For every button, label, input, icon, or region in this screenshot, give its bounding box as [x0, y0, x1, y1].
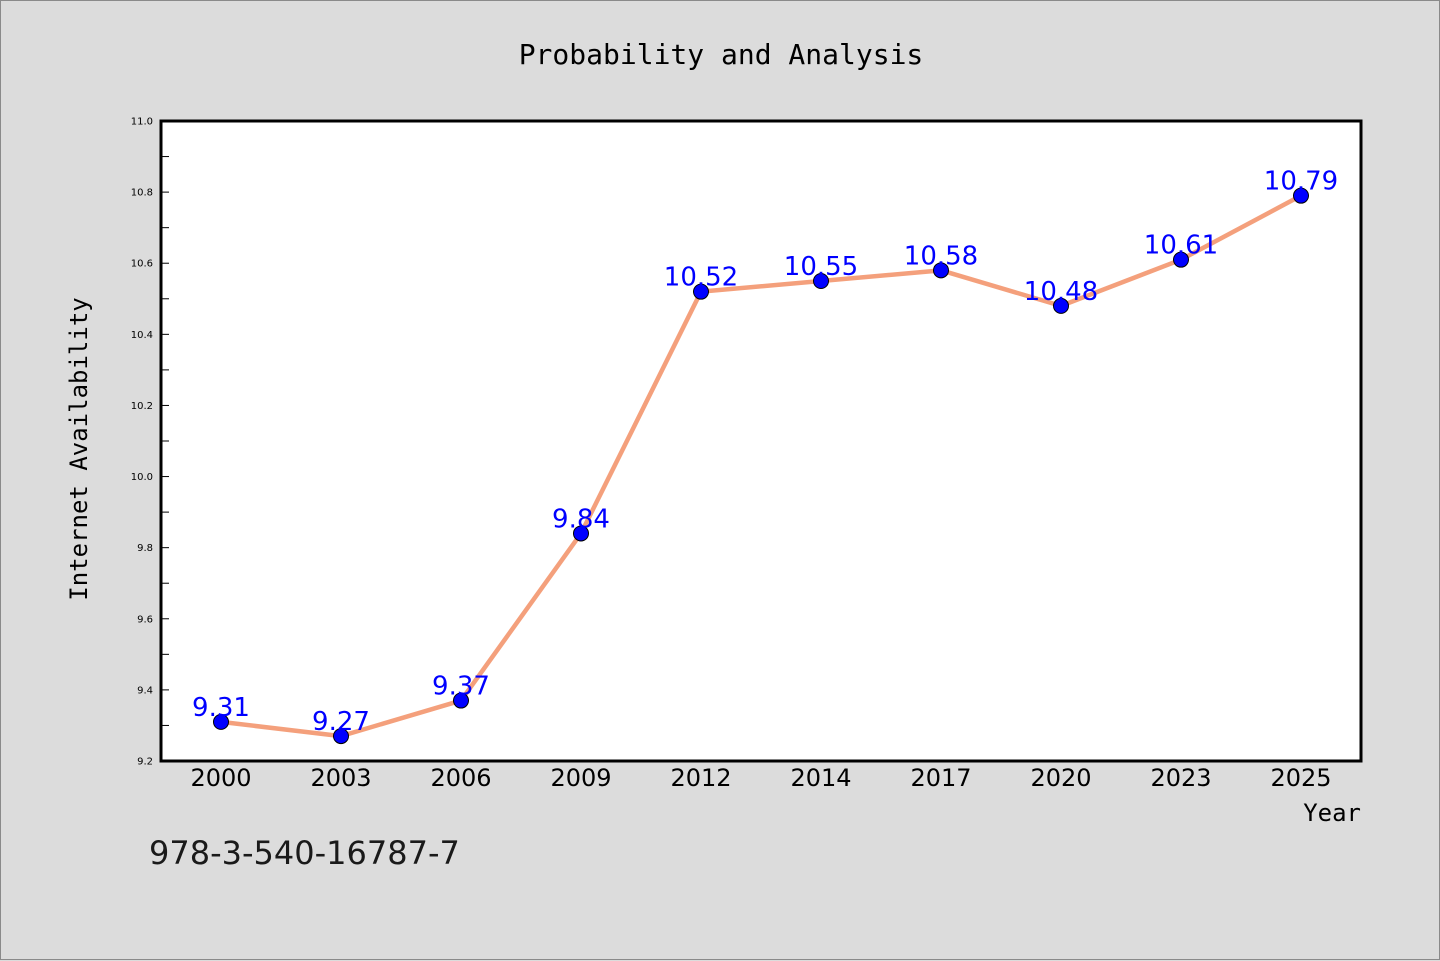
- x-tick-label: 2025: [1270, 764, 1331, 792]
- data-point: [693, 283, 709, 300]
- data-point: [1053, 297, 1069, 314]
- x-axis-ticks: 2000 2003 2006 2009 2012 2014 2017 2020 2023 2025: [190, 764, 1331, 792]
- x-tick-label: 2020: [1030, 764, 1091, 792]
- plot-border: [159, 119, 1363, 763]
- data-point: [333, 728, 349, 745]
- y-axis-label: Internet Availability: [65, 297, 93, 600]
- y-tick-label: 10.8: [131, 188, 153, 199]
- data-point: [1293, 187, 1309, 204]
- y-tick-label: 10.2: [131, 401, 153, 412]
- x-tick-label: 2023: [1150, 764, 1211, 792]
- data-label: 10.48: [1024, 277, 1098, 307]
- data-point: [573, 525, 589, 542]
- y-tick-label: 10.0: [131, 472, 153, 483]
- data-label: 10.79: [1264, 167, 1338, 197]
- data-point: [813, 273, 829, 289]
- y-tick-label: 10.6: [131, 259, 153, 270]
- data-label: 9.84: [552, 504, 610, 534]
- x-tick-label: 2012: [670, 764, 731, 792]
- data-point: [453, 692, 469, 709]
- data-label: 9.27: [312, 707, 370, 737]
- data-label: 9.37: [432, 672, 490, 702]
- y-tick-label: 9.2: [137, 757, 153, 768]
- x-tick-label: 2000: [190, 764, 251, 792]
- y-tick-label: 11.0: [131, 117, 153, 128]
- data-label: 10.55: [784, 252, 858, 282]
- y-tick-label: 9.6: [137, 614, 153, 625]
- x-axis-label: Year: [1303, 799, 1361, 827]
- y-tick-label: 9.8: [137, 543, 153, 554]
- x-tick-label: 2003: [310, 764, 371, 792]
- y-tick-label: 10.4: [131, 330, 153, 341]
- series-group: [213, 187, 1309, 745]
- chart-title: Probability and Analysis: [519, 38, 924, 71]
- x-tick-label: 2017: [910, 764, 971, 792]
- data-point: [933, 262, 949, 279]
- data-label-group: 9.31 9.27 9.37 9.84 10.52 10.55 10.58 10.48 10.6…: [192, 167, 1338, 737]
- x-tick-label: 2014: [790, 764, 851, 792]
- x-tick-label: 2009: [550, 764, 611, 792]
- data-point: [213, 713, 229, 730]
- data-label: 9.31: [192, 693, 250, 723]
- series-line: [218, 193, 1304, 739]
- data-label: 10.61: [1144, 231, 1218, 261]
- x-tick-label: 2006: [430, 764, 491, 792]
- y-axis-ticks: 9.2 9.4 9.6 9.8 10.0 10.2 10.4 10.6 10.8 11.0: [131, 117, 169, 768]
- plot-area: [161, 121, 1361, 761]
- y-tick-label: 9.4: [137, 685, 153, 696]
- data-label: 10.52: [664, 263, 738, 293]
- data-point: [1173, 251, 1189, 268]
- isbn-footer: 978-3-540-16787-7: [149, 834, 460, 872]
- data-label: 10.58: [904, 241, 978, 271]
